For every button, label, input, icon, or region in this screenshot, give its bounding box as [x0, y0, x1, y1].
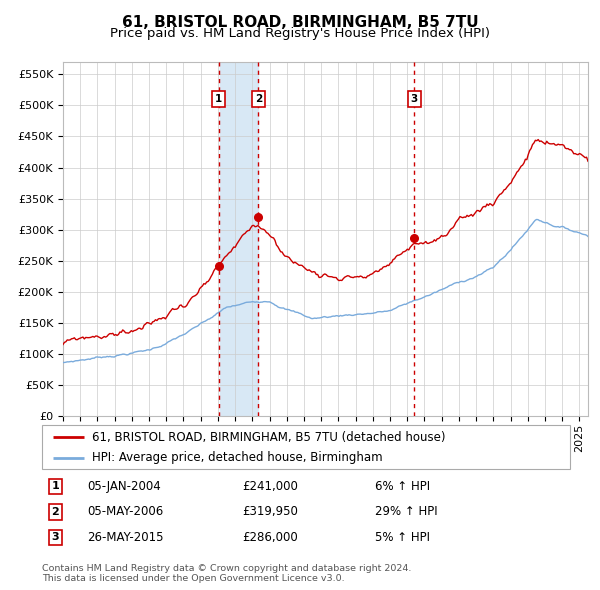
Text: 05-JAN-2004: 05-JAN-2004	[87, 480, 161, 493]
Text: 1: 1	[52, 481, 59, 491]
Text: 61, BRISTOL ROAD, BIRMINGHAM, B5 7TU: 61, BRISTOL ROAD, BIRMINGHAM, B5 7TU	[122, 15, 478, 30]
Text: 29% ↑ HPI: 29% ↑ HPI	[374, 505, 437, 519]
Text: 61, BRISTOL ROAD, BIRMINGHAM, B5 7TU (detached house): 61, BRISTOL ROAD, BIRMINGHAM, B5 7TU (de…	[92, 431, 446, 444]
Text: 1: 1	[215, 94, 222, 104]
Text: 2: 2	[52, 507, 59, 517]
Text: Contains HM Land Registry data © Crown copyright and database right 2024.
This d: Contains HM Land Registry data © Crown c…	[42, 563, 412, 583]
FancyBboxPatch shape	[42, 425, 570, 469]
Text: £286,000: £286,000	[242, 531, 298, 544]
Text: HPI: Average price, detached house, Birmingham: HPI: Average price, detached house, Birm…	[92, 451, 383, 464]
Text: Price paid vs. HM Land Registry's House Price Index (HPI): Price paid vs. HM Land Registry's House …	[110, 27, 490, 40]
Text: £319,950: £319,950	[242, 505, 299, 519]
Text: 05-MAY-2006: 05-MAY-2006	[87, 505, 163, 519]
Text: 3: 3	[52, 532, 59, 542]
Text: 26-MAY-2015: 26-MAY-2015	[87, 531, 163, 544]
Text: 6% ↑ HPI: 6% ↑ HPI	[374, 480, 430, 493]
Text: 3: 3	[410, 94, 418, 104]
Text: 2: 2	[255, 94, 262, 104]
Text: £241,000: £241,000	[242, 480, 299, 493]
Text: 5% ↑ HPI: 5% ↑ HPI	[374, 531, 430, 544]
